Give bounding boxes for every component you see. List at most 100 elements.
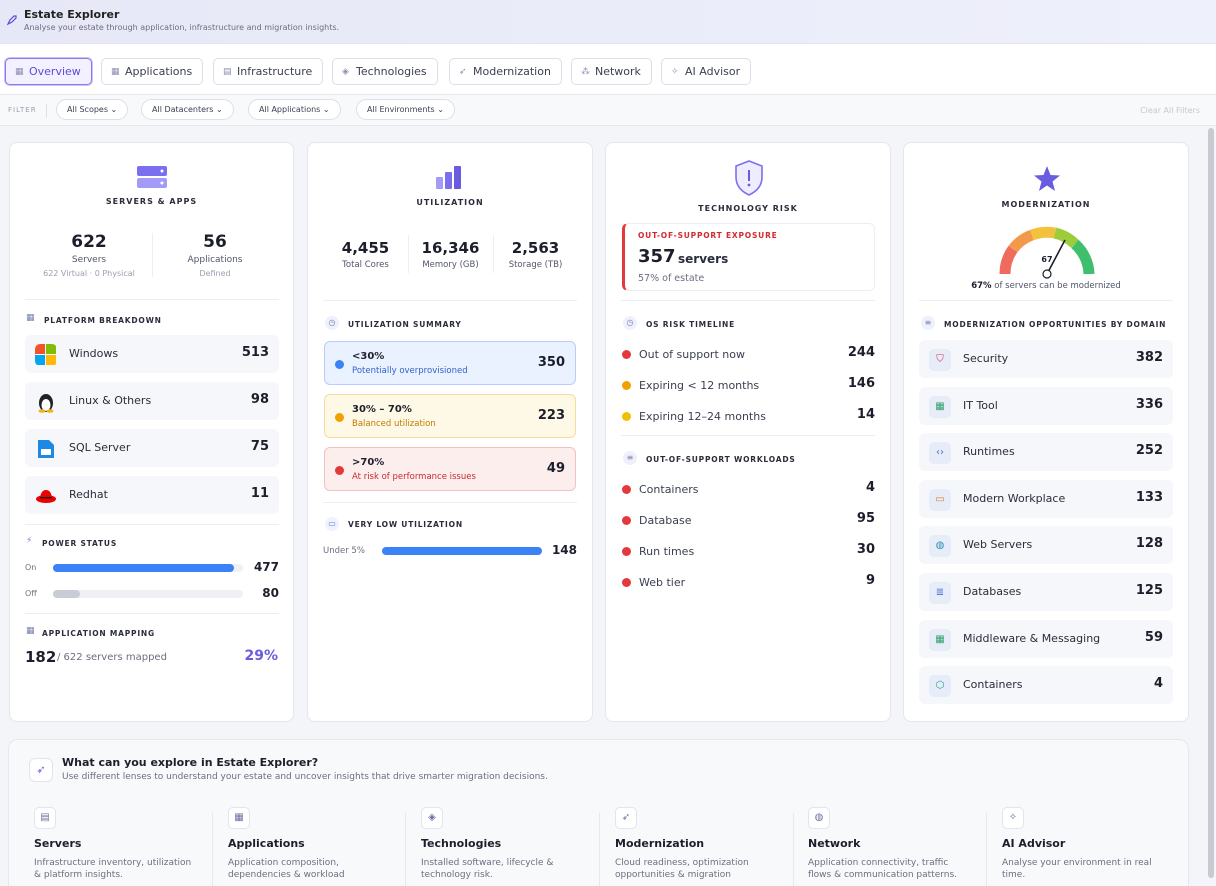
explore-section: ➶ What can you explore in Estate Explore…	[8, 739, 1189, 886]
windows-icon	[35, 344, 56, 365]
workload-label: Run times	[639, 545, 695, 558]
platform-name: Linux & Others	[69, 394, 152, 407]
cores-value: 4,455	[341, 239, 390, 257]
domain-value: 4	[1153, 676, 1163, 692]
divider	[152, 233, 153, 277]
platform-row-linux[interactable]: Linux & Others 98	[25, 382, 279, 420]
divider	[25, 524, 279, 525]
domain-value: 128	[1135, 536, 1163, 552]
filter-bar: FILTER All Scopes ⌄ All Datacenters ⌄ Al…	[0, 95, 1216, 126]
mapped-percent: 29%	[244, 648, 278, 664]
domain-value: 336	[1135, 396, 1163, 412]
tab-technologies[interactable]: ◈ Technologies	[332, 58, 438, 85]
tab-overview[interactable]: ▦ Overview	[5, 58, 92, 85]
explore-card-title: Network	[808, 837, 861, 850]
explore-card-desc: Application composition, dependencies & …	[228, 858, 345, 880]
domain-row[interactable]: ◍ Web Servers 128	[919, 526, 1173, 565]
page-scrollbar[interactable]	[1208, 128, 1214, 878]
servers-sub: 622 Virtual · 0 Physical	[43, 269, 135, 278]
platform-row-sql-server[interactable]: SQL Server 75	[25, 429, 279, 467]
domain-row[interactable]: ▦ Middleware & Messaging 59	[919, 619, 1173, 658]
dropdown-value: All Scopes	[67, 105, 108, 114]
power-off-fill	[53, 590, 80, 598]
rocket-icon: ➶	[459, 67, 467, 77]
apps-count: 56	[203, 232, 227, 252]
app-subtitle: Analyse your estate through application,…	[24, 23, 340, 32]
section-title: MODERNIZATION OPPORTUNITIES BY DOMAIN	[944, 320, 1167, 329]
bucket-value: 350	[537, 355, 565, 370]
platform-value: 11	[250, 486, 269, 501]
dropdown-value: All Environments	[367, 105, 435, 114]
domain-name: Containers	[963, 678, 1023, 692]
platform-row-windows[interactable]: Windows 513	[25, 335, 279, 373]
environment-dropdown[interactable]: All Environments ⌄	[356, 99, 455, 120]
utilization-bucket-low[interactable]: <30% Potentially overprovisioned 350	[324, 341, 576, 385]
memory-value: 16,346	[421, 239, 480, 257]
domain-value: 382	[1135, 350, 1163, 365]
bucket-desc: Balanced utilization	[352, 419, 436, 429]
domain-row[interactable]: ‹› Runtimes 252	[919, 433, 1173, 472]
domain-row[interactable]: ⬡ Containers 4	[919, 666, 1173, 705]
grid-icon: ▦	[228, 807, 250, 829]
clear-filters-button[interactable]: Clear All Filters	[1140, 106, 1200, 115]
explore-card-title: AI Advisor	[1002, 837, 1066, 850]
timeline-label: Expiring < 12 months	[639, 379, 760, 392]
domain-name: Security	[963, 352, 1009, 365]
explore-card-desc: Infrastructure inventory, utilization & …	[34, 858, 192, 880]
domain-row[interactable]: ⛉ Security 382	[919, 340, 1173, 378]
status-dot	[622, 485, 631, 494]
tab-label: Technologies	[356, 65, 427, 78]
servers-label: Servers	[71, 255, 107, 265]
status-dot	[622, 350, 631, 359]
bucket-dot	[335, 360, 344, 369]
tab-applications[interactable]: ▦ Applications	[101, 58, 204, 85]
server-icon: ▤	[223, 67, 232, 77]
tab-bar: ▦ Overview ▦ Applications ▤ Infrastructure …	[0, 44, 1216, 95]
app-title: Estate Explorer	[24, 8, 120, 21]
domain-row[interactable]: ▦ IT Tool 336	[919, 386, 1173, 425]
applications-dropdown[interactable]: All Applications ⌄	[248, 99, 341, 120]
scope-dropdown[interactable]: All Scopes ⌄	[56, 99, 129, 120]
exposure-title: OUT-OF-SUPPORT EXPOSURE	[638, 231, 778, 240]
globe-icon: ◍	[808, 807, 830, 829]
divider	[405, 813, 406, 886]
section-title: OS RISK TIMELINE	[646, 320, 736, 329]
list-icon: ≡	[921, 316, 935, 330]
divider	[919, 300, 1173, 301]
monitor-icon: ▭	[929, 488, 951, 511]
tab-network[interactable]: ⁂ Network	[571, 58, 652, 85]
datacenter-dropdown[interactable]: All Datacenters ⌄	[141, 99, 234, 120]
bucket-range: >70%	[352, 457, 385, 468]
list-icon: ≡	[623, 451, 637, 465]
gauge-text: of servers can be modernized	[994, 281, 1121, 291]
workload-value: 30	[856, 542, 875, 557]
utilization-bucket-high[interactable]: >70% At risk of performance issues 49	[324, 447, 576, 491]
sparkle-icon: ✧	[1002, 807, 1024, 829]
technology-risk-card: TECHNOLOGY RISK OUT-OF-SUPPORT EXPOSURE …	[605, 142, 891, 722]
bucket-desc: At risk of performance issues	[352, 472, 476, 482]
divider	[621, 435, 875, 436]
redhat-icon	[36, 490, 56, 503]
divider	[323, 502, 577, 503]
divider	[408, 235, 409, 273]
section-title: APPLICATION MAPPING	[42, 629, 155, 638]
tab-label: Applications	[125, 65, 193, 78]
tab-ai-advisor[interactable]: ✧ AI Advisor	[661, 58, 752, 85]
exposure-box[interactable]: OUT-OF-SUPPORT EXPOSURE 357 servers 57% …	[622, 223, 875, 291]
domain-row[interactable]: ≣ Databases 125	[919, 573, 1173, 611]
utilization-bucket-mid[interactable]: 30% – 70% Balanced utilization 223	[324, 394, 576, 438]
tab-label: AI Advisor	[685, 65, 741, 78]
platform-row-redhat[interactable]: Redhat 11	[25, 476, 279, 514]
grid-icon: ▦	[929, 628, 951, 651]
star-icon	[1034, 166, 1060, 191]
layers-icon: ◈	[421, 807, 443, 829]
explore-card-desc: Application connectivity, traffic flows …	[808, 858, 958, 880]
divider	[986, 813, 987, 886]
timeline-value: 146	[847, 376, 875, 391]
domain-row[interactable]: ▭ Modern Workplace 133	[919, 479, 1173, 518]
bucket-value: 223	[537, 408, 565, 423]
globe-icon: ◍	[929, 535, 951, 558]
tab-infrastructure[interactable]: ▤ Infrastructure	[213, 58, 324, 85]
exposure-sub: 57% of estate	[638, 273, 705, 284]
tab-modernization[interactable]: ➶ Modernization	[449, 58, 562, 85]
